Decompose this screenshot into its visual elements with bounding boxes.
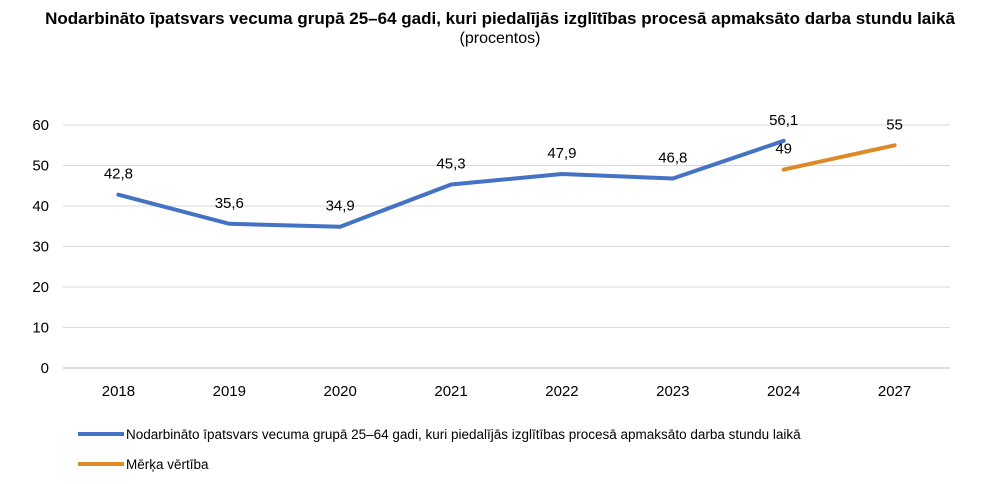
y-tick-label: 50 [32, 158, 49, 175]
legend-swatch-blue [78, 432, 124, 436]
y-tick-label: 60 [32, 117, 49, 134]
x-tick-label: 2019 [213, 383, 246, 400]
data-label: 56,1 [769, 112, 798, 129]
legend-item-series-1: Nodarbināto īpatsvars vecuma grupā 25–64… [78, 424, 801, 444]
x-tick-label: 2023 [656, 383, 689, 400]
y-tick-label: 20 [32, 279, 49, 296]
x-tick-label: 2024 [767, 383, 800, 400]
data-label: 49 [775, 141, 792, 158]
y-tick-label: 30 [32, 239, 49, 256]
data-label: 35,6 [215, 195, 244, 212]
data-label: 34,9 [326, 198, 355, 215]
y-tick-label: 0 [41, 360, 49, 377]
series-line-1 [116, 138, 786, 229]
legend-item-series-2: Mērķa vērtība [78, 454, 801, 474]
chart-subtitle: (procentos) [459, 30, 541, 47]
data-label: 45,3 [436, 156, 465, 173]
x-tick-label: 2027 [878, 383, 911, 400]
x-tick-label: 2021 [434, 383, 467, 400]
legend-swatch-orange [78, 462, 124, 466]
y-tick-label: 40 [32, 198, 49, 215]
chart-legend: Nodarbināto īpatsvars vecuma grupā 25–64… [78, 424, 801, 484]
data-label: 42,8 [104, 166, 133, 183]
data-label: 47,9 [547, 145, 576, 162]
legend-label-series-2: Mērķa vērtība [126, 456, 209, 472]
x-tick-label: 2022 [545, 383, 578, 400]
x-tick-label: 2018 [102, 383, 135, 400]
line-chart: 0 10 20 30 40 50 60 2018 2019 2020 2021 2022 2023 20… [32, 112, 950, 400]
chart-title: Nodarbināto īpatsvars vecuma grupā 25–64… [45, 9, 955, 28]
legend-label-series-1: Nodarbināto īpatsvars vecuma grupā 25–64… [126, 426, 801, 442]
y-tick-label: 10 [32, 320, 49, 337]
x-tick-label: 2020 [324, 383, 357, 400]
data-label: 55 [886, 116, 903, 133]
series-line-2 [781, 143, 897, 172]
data-label: 46,8 [658, 149, 687, 166]
